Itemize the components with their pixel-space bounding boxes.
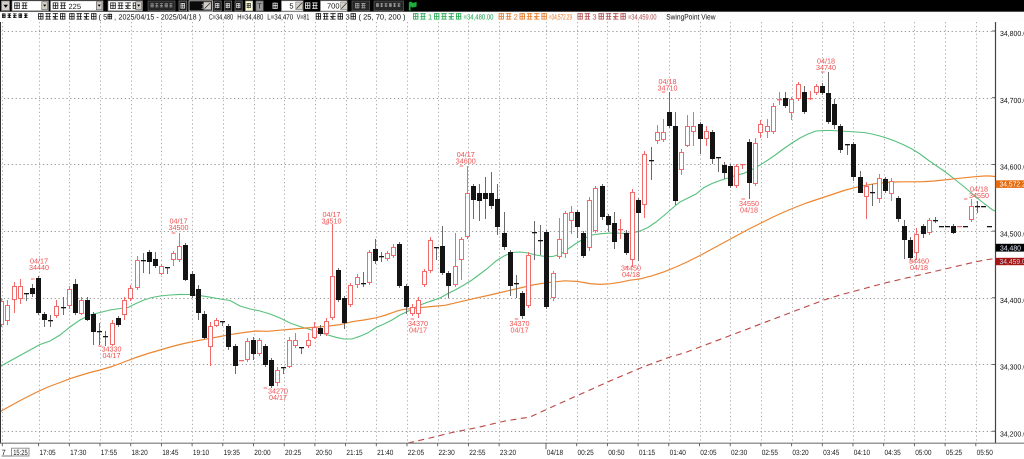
svg-text:3: 3 [592,12,596,21]
svg-text:=34,480.00: =34,480.00 [464,12,494,21]
svg-text:34710: 34710 [658,83,678,92]
svg-text:04/18: 04/18 [740,205,758,214]
svg-text:23:20: 23:20 [500,448,516,457]
svg-text:H=34,480: H=34,480 [237,12,263,21]
svg-text:17:30: 17:30 [70,448,86,457]
svg-text:( 25, 70, 200 ): ( 25, 70, 200 ) [359,12,406,21]
svg-text:00:25: 00:25 [578,448,594,457]
svg-text:34510: 34510 [322,216,342,225]
svg-text:34,500.00: 34,500.00 [1000,229,1024,238]
svg-text:05:25: 05:25 [946,448,962,457]
svg-text:( 5: ( 5 [99,12,108,21]
svg-text:05:50: 05:50 [977,448,993,457]
svg-text:225: 225 [69,2,82,11]
svg-text:34,200.00: 34,200.00 [1000,429,1024,438]
svg-text:17:55: 17:55 [101,448,117,457]
svg-text:34370: 34370 [510,319,530,328]
svg-text:04/18: 04/18 [547,448,563,457]
svg-text:20:25: 20:25 [285,448,301,457]
svg-text:03:45: 03:45 [823,448,839,457]
svg-text:34,300.00: 34,300.00 [1000,363,1024,372]
svg-text:19:10: 19:10 [193,448,209,457]
svg-text:01:15: 01:15 [639,448,655,457]
svg-text:22:55: 22:55 [469,448,485,457]
svg-text:02:30: 02:30 [731,448,747,457]
svg-text:34740: 34740 [816,63,836,72]
svg-text:=34,572.29: =34,572.29 [549,12,572,21]
svg-text:04/17: 04/17 [103,351,121,360]
svg-text:04/18: 04/18 [910,263,928,272]
svg-text:34,800.00: 34,800.00 [1000,29,1024,38]
svg-text:34550: 34550 [739,199,759,208]
svg-text:04/17: 04/17 [511,325,529,334]
svg-text:18:20: 18:20 [132,448,148,457]
svg-text:34270: 34270 [268,387,288,396]
svg-text:34550: 34550 [969,191,989,200]
svg-text:21:15: 21:15 [346,448,362,457]
svg-text:5: 5 [289,2,293,11]
svg-text:34,459.00: 34,459.00 [1000,257,1024,266]
svg-text:22:30: 22:30 [439,448,455,457]
svg-text:20:50: 20:50 [316,448,332,457]
svg-text:1: 1 [201,4,205,11]
svg-text:04/17: 04/17 [457,150,475,159]
svg-text:04/17: 04/17 [269,393,287,402]
svg-text:20:00: 20:00 [254,448,270,457]
svg-text:04/17: 04/17 [323,210,341,219]
svg-text:2025/04/15 - 2025/04/18 ): 2025/04/15 - 2025/04/18 ) [119,12,202,21]
svg-text:04/17: 04/17 [409,325,427,334]
svg-text:34370: 34370 [408,319,428,328]
svg-text:34600: 34600 [456,156,476,165]
svg-text:700: 700 [327,2,340,11]
svg-text:SwingPoint View: SwingPoint View [666,12,716,21]
svg-text:L=34,470: L=34,470 [267,12,293,21]
svg-text:04/18: 04/18 [817,57,835,66]
svg-text:34,700.00: 34,700.00 [1000,96,1024,105]
svg-text:04/18: 04/18 [659,77,677,86]
svg-text:34,400.00: 34,400.00 [1000,296,1024,305]
svg-text:21:40: 21:40 [377,448,393,457]
svg-text:04/17: 04/17 [170,217,188,226]
svg-text:34450: 34450 [621,264,641,273]
svg-text:04/18: 04/18 [622,270,640,279]
svg-text:34,572.29: 34,572.29 [1000,180,1024,189]
svg-text:03:20: 03:20 [792,448,808,457]
svg-text:15:25: 15:25 [13,448,28,457]
svg-text:T: T [257,2,262,11]
svg-text:17:05: 17:05 [39,448,55,457]
svg-text:22:05: 22:05 [408,448,424,457]
svg-text:3: 3 [346,12,350,21]
svg-text:00:50: 00:50 [608,448,624,457]
svg-text:7: 7 [2,448,6,457]
svg-text:19:35: 19:35 [224,448,240,457]
svg-text:04/17: 04/17 [30,257,48,266]
svg-text:1: 1 [428,12,432,21]
svg-text:18:45: 18:45 [162,448,178,457]
svg-text:04:10: 04:10 [854,448,870,457]
svg-text:34460: 34460 [909,257,929,266]
svg-text:2: 2 [514,12,518,21]
svg-text:C=34,480: C=34,480 [209,12,234,21]
svg-text:V=81: V=81 [297,12,310,21]
svg-text:,: , [114,12,116,21]
svg-text:01:40: 01:40 [670,448,686,457]
svg-text:02:05: 02:05 [700,448,716,457]
svg-text:34440: 34440 [29,263,49,272]
svg-text:34,600.00: 34,600.00 [1000,163,1024,172]
svg-text:34500: 34500 [169,223,189,232]
svg-text:04/18: 04/18 [970,185,988,194]
svg-text:34330: 34330 [102,345,122,354]
svg-text:04:35: 04:35 [885,448,901,457]
svg-text:=34,459.00: =34,459.00 [628,12,657,21]
svg-text:34,480: 34,480 [1000,243,1021,252]
svg-text:02:55: 02:55 [762,448,778,457]
svg-text:05:00: 05:00 [915,448,931,457]
